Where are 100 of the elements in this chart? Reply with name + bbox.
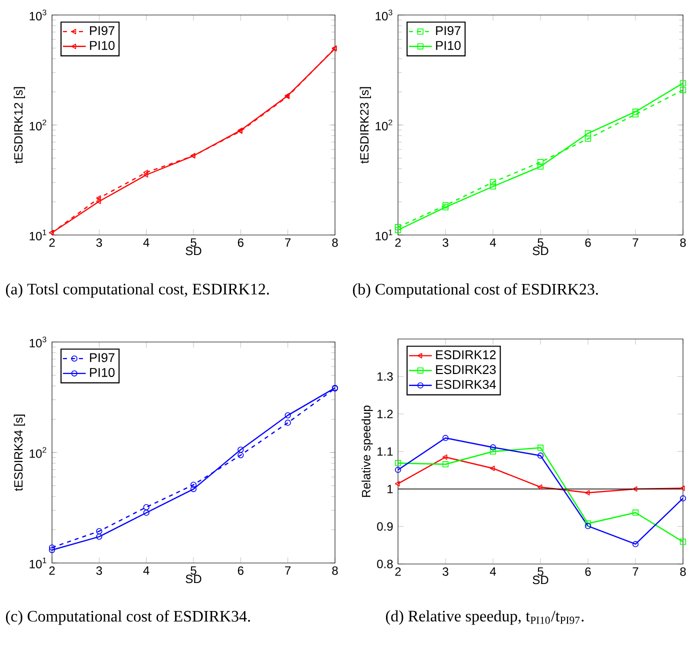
x-tick-label: 7 [285,566,291,575]
point [632,510,639,516]
point [584,136,592,142]
legend-label: PI97 [90,26,114,36]
x-axis-title: SD [186,574,202,584]
y-axis-title: tESDIRK12 [s] [14,87,26,164]
x-tick-label: 7 [632,567,638,576]
point [442,204,449,210]
y-tick-label: 10$^{3}$ [376,10,392,20]
x-tick-label: 2 [395,567,401,576]
x-tick-label: 6 [238,566,244,575]
legend-label: PI97 [90,353,114,362]
legend-label: ESDIRK23 [436,365,496,374]
text: (a) Totsl computational cost, ESDIRK12. [6,283,269,298]
x-tick-label: 4 [490,567,496,576]
point [284,420,291,426]
y-tick-label: 10$^{1}$ [30,230,46,240]
point [490,448,496,455]
x-tick-label: 4 [490,238,496,247]
point [442,434,449,442]
point [584,490,590,496]
point [680,86,686,94]
point [584,520,592,527]
point [284,412,291,418]
x-tick-label: 5 [538,567,544,576]
point [143,504,150,510]
point [96,198,101,204]
point [96,195,101,201]
x-tick-label: 7 [285,238,291,247]
point [238,446,244,453]
x-tick-label: 3 [442,567,448,576]
point [490,179,496,186]
legend-label: ESDIRK12 [436,350,496,360]
x-tick-label: 8 [332,238,338,247]
x-tick-label: 8 [680,567,686,576]
x-tick-label: 8 [680,238,686,247]
y-tick-label: 1.3 [378,372,393,381]
x-axis-title: SD [532,576,548,584]
legend-label: PI10 [436,40,461,50]
point [394,460,402,466]
point [143,172,148,178]
point [632,486,638,492]
text: (b) Computational cost of ESDIRK23. [352,283,598,298]
point [632,541,639,548]
x-tick-label: 5 [538,238,544,247]
point [584,523,592,530]
legend-label: PI97 [436,26,460,36]
y-axis-title: tESDIRK23 [s] [360,87,372,164]
y-tick-label: 10$^{3}$ [30,336,46,348]
y-tick-label: 10$^{3}$ [30,10,46,20]
point [632,111,639,118]
y-tick-label: 10$^{1}$ [376,230,392,240]
x-tick-label: 3 [96,566,102,575]
point [48,544,56,551]
point [537,452,544,459]
legend-label: PI10 [90,368,115,377]
y-tick-label: 1.1 [378,447,393,456]
x-tick-label: 7 [632,238,638,247]
point [537,163,544,170]
x-tick-label: 2 [395,238,401,247]
point [96,534,102,540]
x-axis-title: SD [186,246,202,256]
legend-label: PI10 [90,40,115,50]
point [490,444,496,450]
x-tick-label: 6 [238,238,244,247]
x-tick-label: 4 [143,566,150,575]
point [584,130,592,136]
x-tick-label: 6 [585,238,591,247]
x-tick-label: 5 [190,238,196,247]
text: (d) Relative speedup, t$_{PI10}$/t$_{PI97}$. [386,610,584,625]
y-tick-label: 0.8 [377,560,393,568]
point [442,202,449,208]
y-axis-title: Relative speedup [362,406,373,497]
x-tick-label: 2 [49,238,55,247]
y-tick-label: 1.2 [378,410,393,418]
point [394,226,402,234]
point [190,482,197,488]
point [442,461,449,468]
point [537,159,544,166]
x-tick-label: 8 [332,566,338,575]
x-tick-label: 3 [442,238,448,247]
point [96,528,102,534]
text: (c) Computational cost of ESDIRK34. [6,610,250,625]
x-axis-title: SD [532,246,548,256]
legend-label: ESDIRK34 [436,380,496,389]
y-tick-label: 0.9 [377,522,393,531]
x-tick-label: 5 [190,566,196,575]
point [442,454,448,460]
y-tick-label: 10$^{1}$ [30,558,46,568]
x-tick-label: 2 [49,566,55,575]
point [537,484,542,490]
x-tick-label: 4 [143,238,150,247]
y-axis-title: tESDIRK34 [s] [14,414,26,491]
x-tick-label: 3 [96,238,102,247]
point [143,510,150,516]
y-tick-label: 10$^{2}$ [376,120,392,130]
point [632,108,639,115]
point [680,538,686,545]
y-tick-label: 1 [388,484,393,494]
point [238,452,244,458]
